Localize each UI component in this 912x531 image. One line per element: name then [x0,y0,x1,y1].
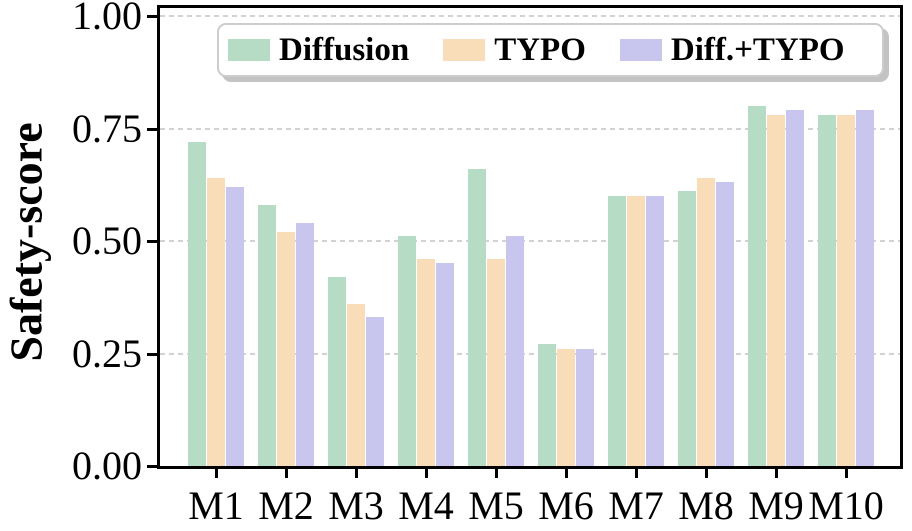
y-tick-label: 0.00 [72,443,142,488]
x-tick-label-M8: M8 [678,483,734,528]
x-tick-mark [425,469,428,478]
bar-M6-Diff.+TYPO [576,349,594,466]
x-tick-mark [355,469,358,478]
legend-swatch-icon [228,39,270,61]
bar-M7-Diff.+TYPO [646,196,664,466]
y-tick-mark [147,465,157,468]
legend-label: Diffusion [279,31,410,68]
x-tick-mark [495,469,498,478]
bar-M3-Diffusion [328,277,346,466]
legend-swatch-icon [619,39,662,61]
bar-M5-Diff.+TYPO [506,236,524,466]
gridline-y-0.25 [160,352,900,355]
gridline-y-0.75 [160,127,900,130]
x-tick-label-M9: M9 [748,483,804,528]
x-tick-mark [215,469,218,478]
bar-M4-TYPO [417,259,435,466]
x-tick-label-M2: M2 [258,483,314,528]
legend-label: Diff.+TYPO [670,31,845,68]
x-tick-mark [285,469,288,478]
plot-area [157,5,903,469]
bar-M1-Diff.+TYPO [226,187,244,466]
y-tick-mark [147,15,157,18]
x-tick-mark [705,469,708,478]
y-tick-mark [147,240,157,243]
x-tick-mark [635,469,638,478]
bar-M4-Diff.+TYPO [436,263,454,466]
legend-entry-Diffusion: Diffusion [228,31,410,68]
x-tick-label-M1: M1 [188,483,244,528]
bar-M6-TYPO [557,349,575,466]
bar-M10-Diff.+TYPO [856,110,874,466]
bar-M4-Diffusion [398,236,416,466]
y-tick-label: 1.00 [72,0,142,38]
x-tick-label-M3: M3 [328,483,384,528]
legend-swatch-icon [443,39,486,61]
x-tick-label-M10: M10 [808,483,884,528]
x-tick-label-M5: M5 [468,483,524,528]
bar-M1-Diffusion [188,142,206,466]
bar-M3-Diff.+TYPO [366,317,384,466]
bar-M2-Diffusion [258,205,276,466]
legend-label: TYPO [494,31,586,68]
legend: Diffusion TYPO Diff.+TYPO [217,23,884,77]
x-tick-mark [775,469,778,478]
bar-M1-TYPO [207,178,225,466]
x-tick-mark [845,469,848,478]
y-tick-label: 0.50 [72,218,142,263]
x-tick-mark [565,469,568,478]
bar-M9-TYPO [767,115,785,466]
y-tick-mark [147,352,157,356]
bar-M10-TYPO [837,115,855,466]
gridline-y-1.00 [160,15,900,17]
bar-M2-Diff.+TYPO [296,223,314,466]
bar-M10-Diffusion [818,115,836,466]
legend-entry-Diff.+TYPO: Diff.+TYPO [619,31,845,68]
bar-M8-TYPO [697,178,715,466]
bar-M5-Diffusion [468,169,486,466]
bar-M3-TYPO [347,304,365,466]
x-tick-label-M4: M4 [398,483,454,528]
bar-M8-Diffusion [678,191,696,466]
x-tick-label-M7: M7 [608,483,664,528]
y-tick-label: 0.75 [72,105,142,151]
legend-entry-TYPO: TYPO [443,31,586,68]
bar-M9-Diffusion [748,106,766,466]
bar-M7-TYPO [627,196,645,466]
bar-M5-TYPO [487,259,505,466]
bar-M7-Diffusion [608,196,626,466]
bar-M2-TYPO [277,232,295,466]
gridline-y-0.50 [160,240,900,242]
bar-M9-Diff.+TYPO [786,110,804,466]
x-tick-label-M6: M6 [538,483,594,528]
bar-M6-Diffusion [538,344,556,466]
y-tick-mark [147,127,157,131]
y-tick-label: 0.25 [72,330,142,376]
bar-M8-Diff.+TYPO [716,182,734,466]
